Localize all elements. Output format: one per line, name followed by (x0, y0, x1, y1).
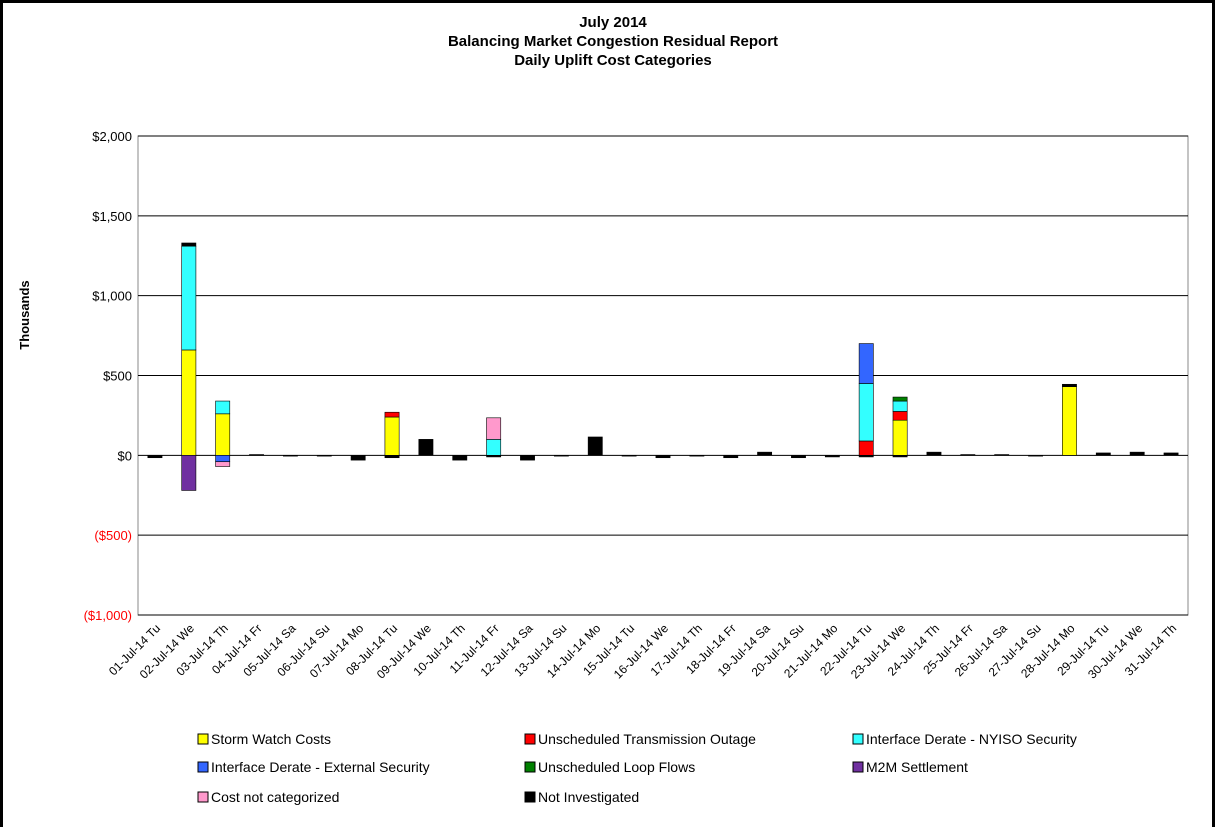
bar-segment (249, 454, 264, 456)
legend-label: Unscheduled Transmission Outage (538, 731, 756, 747)
y-tick-label: $500 (103, 369, 132, 384)
bar-segment (215, 400, 231, 415)
bar-segment (1028, 455, 1043, 457)
bar-segment (892, 396, 908, 402)
bar-segment (486, 439, 502, 456)
bar-segment (1129, 451, 1145, 456)
y-tick-label: ($1,000) (84, 608, 132, 623)
bar-segment (418, 439, 434, 456)
bar-segment (587, 436, 603, 456)
chart: July 2014 Balancing Market Congestion Re… (17, 14, 1189, 805)
legend-label: Interface Derate - NYISO Security (866, 731, 1077, 747)
bar-segment (486, 455, 502, 458)
bar-segment (655, 455, 671, 459)
bar-segment (858, 455, 874, 458)
bar-segment (181, 455, 197, 491)
bar-segment (892, 400, 908, 412)
bar-segment (147, 455, 163, 459)
bar-segment (215, 413, 231, 456)
bar-segment (858, 383, 874, 442)
bar-segment (892, 455, 908, 458)
legend-label: Unscheduled Loop Flows (538, 759, 695, 775)
bar-segment (960, 454, 976, 456)
bar-segment (520, 455, 535, 461)
y-axis-label: Thousands (17, 280, 32, 349)
legend-swatch (524, 733, 536, 745)
y-tick-label: ($500) (94, 528, 132, 543)
legend-swatch (524, 761, 536, 773)
bar-segment (553, 455, 569, 457)
y-tick-label: $1,000 (92, 289, 132, 304)
bar-segment (350, 455, 366, 461)
bar-segment (994, 454, 1010, 456)
legend-label: M2M Settlement (866, 759, 968, 775)
bar-segment (858, 343, 874, 384)
bar-segment (1062, 386, 1077, 456)
legend-label: Not Investigated (538, 789, 639, 805)
legend-label: Cost not categorized (211, 789, 339, 805)
legend-swatch (197, 733, 209, 745)
legend-swatch (852, 733, 864, 745)
bar-segment (757, 451, 773, 456)
bar-segment (181, 349, 197, 456)
bar-segment (384, 455, 400, 459)
bar-segment (452, 455, 468, 461)
y-tick-label: $1,500 (92, 209, 132, 224)
legend-label: Storm Watch Costs (211, 731, 331, 747)
bar-segment (181, 245, 197, 351)
y-tick-label: $0 (118, 448, 132, 463)
legend-swatch (852, 761, 864, 773)
bar-segment (486, 417, 502, 440)
bar-segment (215, 461, 231, 467)
bar-segment (791, 455, 806, 459)
bar-segment (316, 455, 332, 457)
bar-segment (1163, 452, 1179, 456)
bar-segment (283, 455, 298, 457)
bar-segment (215, 455, 231, 463)
bar-segment (384, 411, 400, 418)
bar-segment (858, 440, 874, 456)
bar-segment (181, 242, 197, 247)
bar-segment (1062, 383, 1077, 387)
chart-title: Daily Uplift Cost Categories (514, 52, 712, 69)
bar-segment (689, 455, 705, 457)
bar-segment (824, 455, 840, 458)
bar-segment (621, 455, 637, 457)
legend-label: Interface Derate - External Security (211, 759, 430, 775)
bar-segment (723, 455, 739, 459)
chart-title: July 2014 (579, 14, 647, 31)
legend-swatch (524, 791, 536, 803)
bar-segment (892, 411, 908, 421)
y-tick-label: $2,000 (92, 129, 132, 144)
legend-swatch (197, 791, 209, 803)
bar-segment (384, 416, 400, 456)
bar-segment (926, 451, 942, 456)
bar-segment (892, 419, 908, 456)
legend-swatch (197, 761, 209, 773)
bar-segment (1095, 452, 1111, 456)
chart-title: Balancing Market Congestion Residual Rep… (448, 33, 778, 50)
